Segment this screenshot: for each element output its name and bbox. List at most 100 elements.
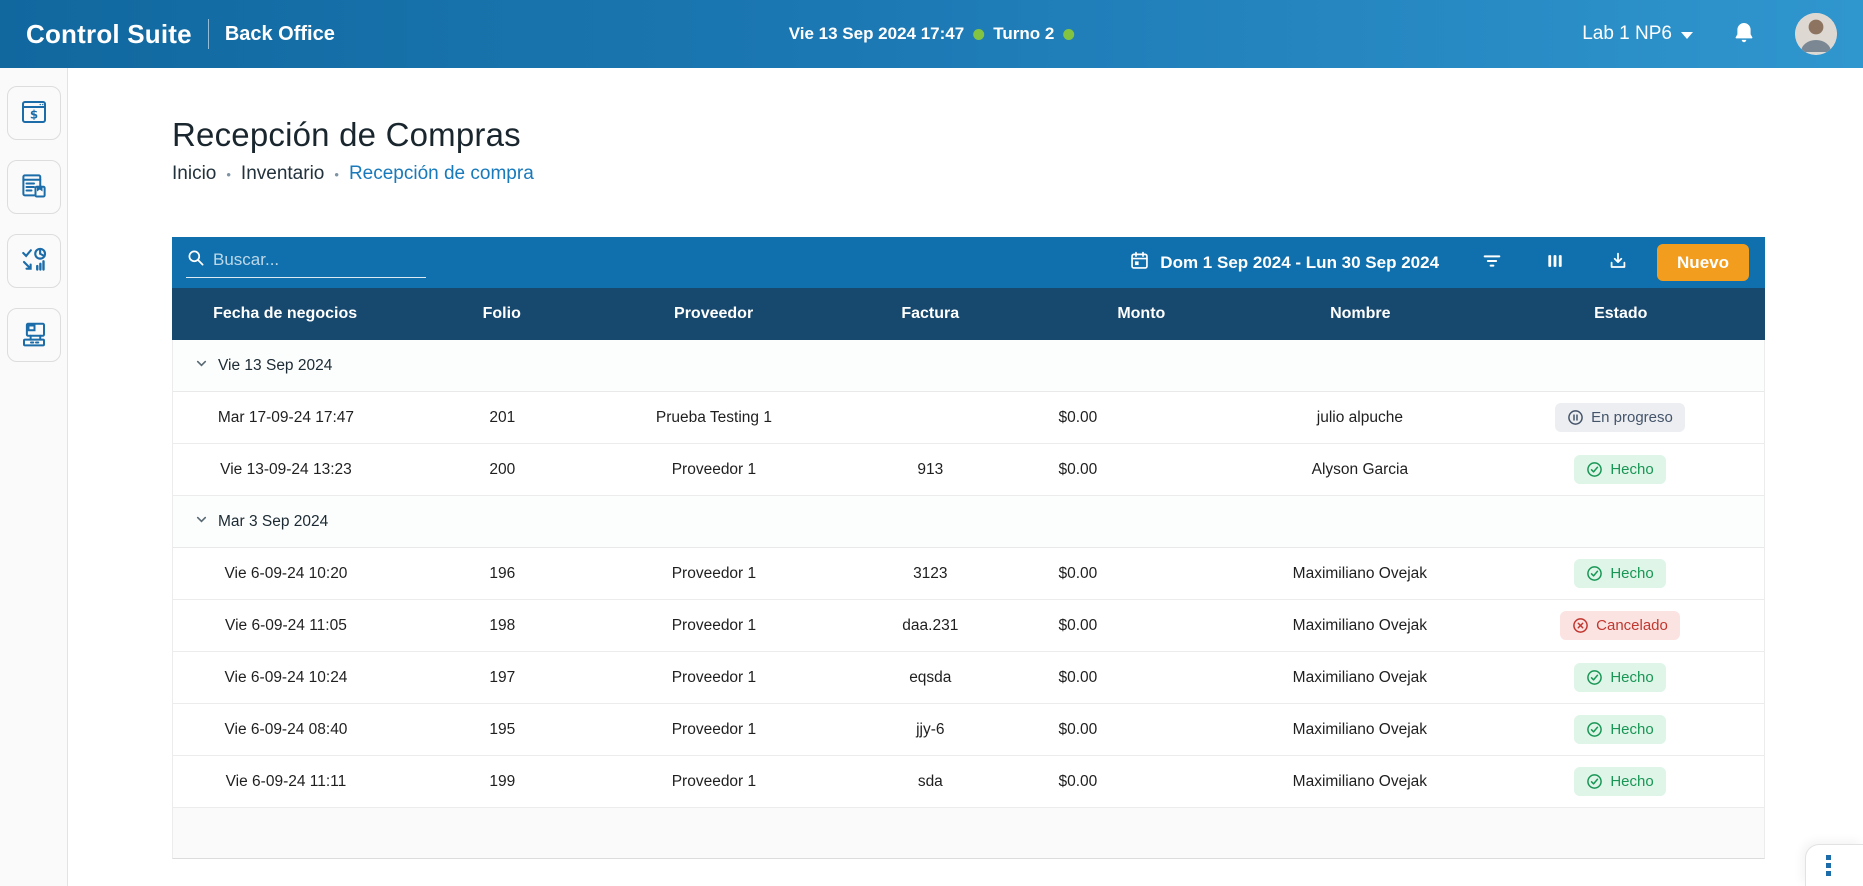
table-footer-spacer [172,808,1765,859]
cell-folio: 201 [489,408,516,426]
column-header-estado[interactable]: Estado [1594,305,1648,322]
check-circle-icon [1586,773,1603,790]
cell-factura: eqsda [909,668,952,686]
group-label: Mar 3 Sep 2024 [218,512,329,530]
cell-factura: jjy-6 [916,720,945,738]
column-header-nombre[interactable]: Nombre [1330,305,1391,322]
module-title[interactable]: Back Office [224,22,335,45]
sidebar-item-devices[interactable] [6,308,61,362]
check-circle-icon [1586,669,1603,686]
export-button[interactable] [1607,250,1629,275]
toolbar-actions: Dom 1 Sep 2024 - Lun 30 Sep 2024 [1129,244,1749,281]
cell-nombre: Maximiliano Ovejak [1292,564,1428,582]
topbar-status: Vie 13 Sep 2024 17:47 Turno 2 [789,0,1075,68]
cell-nombre: Alyson Garcia [1311,460,1409,478]
cell-factura: 3123 [913,564,948,582]
table-row[interactable]: Vie 6-09-24 11:11 199 Proveedor 1 sda $0.00 M… [173,756,1764,808]
cell-estado: Hecho [1476,715,1764,744]
x-circle-icon [1572,617,1589,634]
shift-status-dot [1063,28,1075,40]
table-toolbar: Dom 1 Sep 2024 - Lun 30 Sep 2024 [172,237,1765,288]
cell-fecha: Vie 6-09-24 08:40 [224,720,348,738]
table-header-row: Fecha de negocios Folio Proveedor Factur… [172,288,1765,340]
status-badge: Cancelado [1560,611,1680,640]
status-label: Hecho [1610,461,1654,478]
sidebar-item-documents[interactable] [6,160,61,214]
cell-proveedor: Proveedor 1 [671,460,757,478]
column-header-folio[interactable]: Folio [482,305,521,322]
column-header-fecha[interactable]: Fecha de negocios [213,305,358,322]
column-header-factura[interactable]: Factura [901,305,960,322]
location-selector[interactable]: Lab 1 NP6 [1582,23,1693,45]
pos-window-dollar-icon: $ [19,97,49,130]
column-header-proveedor[interactable]: Proveedor [674,305,754,322]
group-header-row[interactable]: Vie 13 Sep 2024 [173,340,1764,392]
purchases-table-card: Dom 1 Sep 2024 - Lun 30 Sep 2024 [172,237,1765,859]
svg-text:$: $ [29,107,37,121]
devices-terminal-icon [19,319,49,352]
cell-folio: 196 [489,564,516,582]
topbar: Control Suite Back Office Vie 13 Sep 202… [0,0,1863,68]
status-label: En progreso [1591,409,1673,426]
status-badge: Hecho [1574,559,1666,588]
chevron-down-icon[interactable] [195,513,208,531]
columns-icon [1545,251,1565,274]
table-body: Vie 13 Sep 2024 Mar 17-09-24 17:47 201 Prue… [172,340,1765,808]
column-header-monto[interactable]: Monto [1117,305,1166,322]
cell-fecha: Vie 13-09-24 13:23 [220,460,352,478]
cell-fecha: Mar 17-09-24 17:47 [217,408,355,426]
cell-fecha: Vie 6-09-24 11:11 [225,772,347,790]
group-header-row[interactable]: Mar 3 Sep 2024 [173,496,1764,548]
app-brand[interactable]: Control Suite [26,18,192,49]
status-badge: Hecho [1574,715,1666,744]
cell-proveedor: Proveedor 1 [671,668,757,686]
chevron-down-icon[interactable] [195,357,208,375]
analytics-check-pie-icon [19,245,49,278]
table-row[interactable]: Vie 6-09-24 11:05 198 Proveedor 1 daa.231 $0… [173,600,1764,652]
breadcrumb-inventario[interactable]: Inventario [240,163,325,184]
cell-folio: 195 [489,720,516,738]
notifications-button[interactable] [1731,20,1757,49]
table-row[interactable]: Vie 6-09-24 10:24 197 Proveedor 1 eqsda $0.0… [173,652,1764,704]
avatar[interactable] [1795,13,1837,55]
table-row[interactable]: Mar 17-09-24 17:47 201 Prueba Testing 1 $0.… [173,392,1764,444]
search-input[interactable] [213,249,413,270]
cell-nombre: Maximiliano Ovejak [1292,772,1428,790]
table-row[interactable]: Vie 13-09-24 13:23 200 Proveedor 1 913 $0.00… [173,444,1764,496]
table-row[interactable]: Vie 6-09-24 10:20 196 Proveedor 1 3123 $0.00… [173,548,1764,600]
breadcrumb-separator [334,163,339,185]
breadcrumb-current: Recepción de compra [348,163,534,184]
breadcrumb-inicio[interactable]: Inicio [172,163,217,184]
search-box [186,248,426,278]
cell-nombre: Maximiliano Ovejak [1292,720,1428,738]
cell-estado: Hecho [1476,559,1764,588]
new-button[interactable]: Nuevo [1657,244,1749,281]
status-badge: Hecho [1574,767,1666,796]
cell-estado: Hecho [1476,767,1764,796]
filter-button[interactable] [1481,250,1503,275]
cell-estado: Cancelado [1476,611,1764,640]
breadcrumb: Inicio Inventario Recepción de compra [172,163,1765,185]
check-circle-icon [1586,461,1603,478]
sidebar-item-analytics[interactable] [6,234,61,288]
calendar-icon [1129,250,1150,276]
cell-estado: Hecho [1476,455,1764,484]
date-range-picker[interactable]: Dom 1 Sep 2024 - Lun 30 Sep 2024 [1129,250,1439,276]
columns-button[interactable] [1545,251,1565,274]
shift-label: Turno 2 [993,24,1055,43]
cell-monto: $0.00 [1058,668,1098,686]
status-badge: En progreso [1555,403,1685,432]
cell-proveedor: Proveedor 1 [671,616,757,634]
cell-fecha: Vie 6-09-24 11:05 [225,616,347,634]
cell-folio: 197 [489,668,516,686]
cell-proveedor: Proveedor 1 [671,720,757,738]
corner-menu-button[interactable] [1805,844,1863,886]
status-label: Hecho [1610,565,1654,582]
table-row[interactable]: Vie 6-09-24 08:40 195 Proveedor 1 jjy-6 $0.0… [173,704,1764,756]
report-form-icon [19,171,49,204]
cell-fecha: Vie 6-09-24 10:20 [224,564,348,582]
cell-folio: 199 [489,772,516,790]
cell-monto: $0.00 [1058,616,1098,634]
kebab-dots-icon [1826,855,1831,876]
sidebar-item-sales[interactable]: $ [6,86,61,140]
